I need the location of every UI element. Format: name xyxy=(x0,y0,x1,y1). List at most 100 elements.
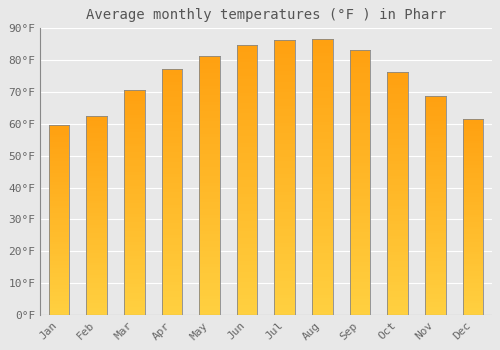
Bar xyxy=(86,253,107,255)
Bar xyxy=(124,205,144,208)
Bar xyxy=(274,51,295,54)
Bar xyxy=(388,209,408,212)
Bar xyxy=(350,106,370,110)
Bar xyxy=(162,208,182,211)
Bar xyxy=(48,237,70,239)
Bar xyxy=(274,253,295,257)
Bar xyxy=(462,195,483,197)
Bar xyxy=(274,106,295,109)
Bar xyxy=(425,129,446,132)
Bar xyxy=(350,256,370,259)
Bar xyxy=(350,60,370,63)
Bar xyxy=(124,149,144,152)
Bar xyxy=(86,273,107,275)
Bar xyxy=(388,243,408,246)
Bar xyxy=(162,116,182,118)
Bar xyxy=(274,233,295,236)
Bar xyxy=(86,238,107,240)
Bar xyxy=(86,148,107,150)
Bar xyxy=(312,115,332,118)
Bar xyxy=(425,184,446,187)
Bar xyxy=(350,232,370,236)
Bar xyxy=(350,282,370,286)
Bar xyxy=(86,155,107,158)
Bar xyxy=(199,241,220,244)
Bar xyxy=(237,45,258,49)
Bar xyxy=(425,189,446,192)
Bar xyxy=(199,199,220,202)
Bar xyxy=(425,203,446,206)
Bar xyxy=(350,77,370,80)
Bar xyxy=(199,225,220,228)
Bar xyxy=(462,281,483,284)
Bar xyxy=(462,229,483,232)
Bar xyxy=(274,147,295,150)
Bar xyxy=(86,198,107,201)
Bar xyxy=(274,99,295,102)
Bar xyxy=(124,101,144,104)
Bar xyxy=(86,298,107,300)
Bar xyxy=(48,294,70,296)
Bar xyxy=(425,211,446,214)
Bar xyxy=(462,131,483,134)
Bar xyxy=(312,274,332,278)
Bar xyxy=(312,198,332,201)
Bar xyxy=(462,293,483,296)
Bar xyxy=(388,161,408,163)
Bar xyxy=(312,139,332,142)
Bar xyxy=(462,190,483,192)
Bar xyxy=(425,282,446,285)
Bar xyxy=(312,60,332,63)
Bar xyxy=(237,285,258,288)
Bar xyxy=(199,56,220,60)
Bar xyxy=(388,312,408,315)
Bar xyxy=(274,260,295,264)
Bar xyxy=(388,76,408,78)
Bar xyxy=(274,123,295,126)
Bar xyxy=(312,298,332,302)
Bar xyxy=(162,279,182,281)
Bar xyxy=(350,146,370,149)
Bar xyxy=(462,188,483,190)
Bar xyxy=(86,218,107,220)
Bar xyxy=(124,262,144,265)
Bar xyxy=(86,303,107,306)
Bar xyxy=(350,243,370,246)
Bar xyxy=(388,88,408,91)
Bar xyxy=(312,98,332,101)
Bar xyxy=(199,267,220,270)
Bar xyxy=(425,266,446,269)
Bar xyxy=(350,275,370,279)
Bar xyxy=(237,268,258,272)
Bar xyxy=(199,202,220,205)
Bar xyxy=(48,301,70,303)
Bar xyxy=(462,185,483,188)
Bar xyxy=(237,282,258,285)
Bar xyxy=(388,154,408,158)
Bar xyxy=(48,151,70,154)
Bar xyxy=(199,170,220,173)
Bar xyxy=(162,189,182,192)
Bar xyxy=(124,194,144,197)
Bar xyxy=(124,307,144,310)
Bar xyxy=(237,187,258,190)
Bar xyxy=(48,220,70,223)
Bar xyxy=(237,59,258,62)
Bar xyxy=(237,55,258,59)
Bar xyxy=(312,215,332,219)
Bar xyxy=(48,139,70,142)
Bar xyxy=(199,60,220,63)
Bar xyxy=(388,85,408,88)
Bar xyxy=(237,194,258,197)
Bar xyxy=(274,40,295,44)
Bar xyxy=(425,154,446,157)
Bar xyxy=(425,96,446,99)
Bar xyxy=(388,236,408,239)
Bar xyxy=(162,211,182,214)
Bar xyxy=(86,133,107,135)
Bar xyxy=(312,160,332,163)
Bar xyxy=(48,273,70,275)
Bar xyxy=(312,250,332,253)
Bar xyxy=(350,206,370,209)
Bar xyxy=(162,91,182,94)
